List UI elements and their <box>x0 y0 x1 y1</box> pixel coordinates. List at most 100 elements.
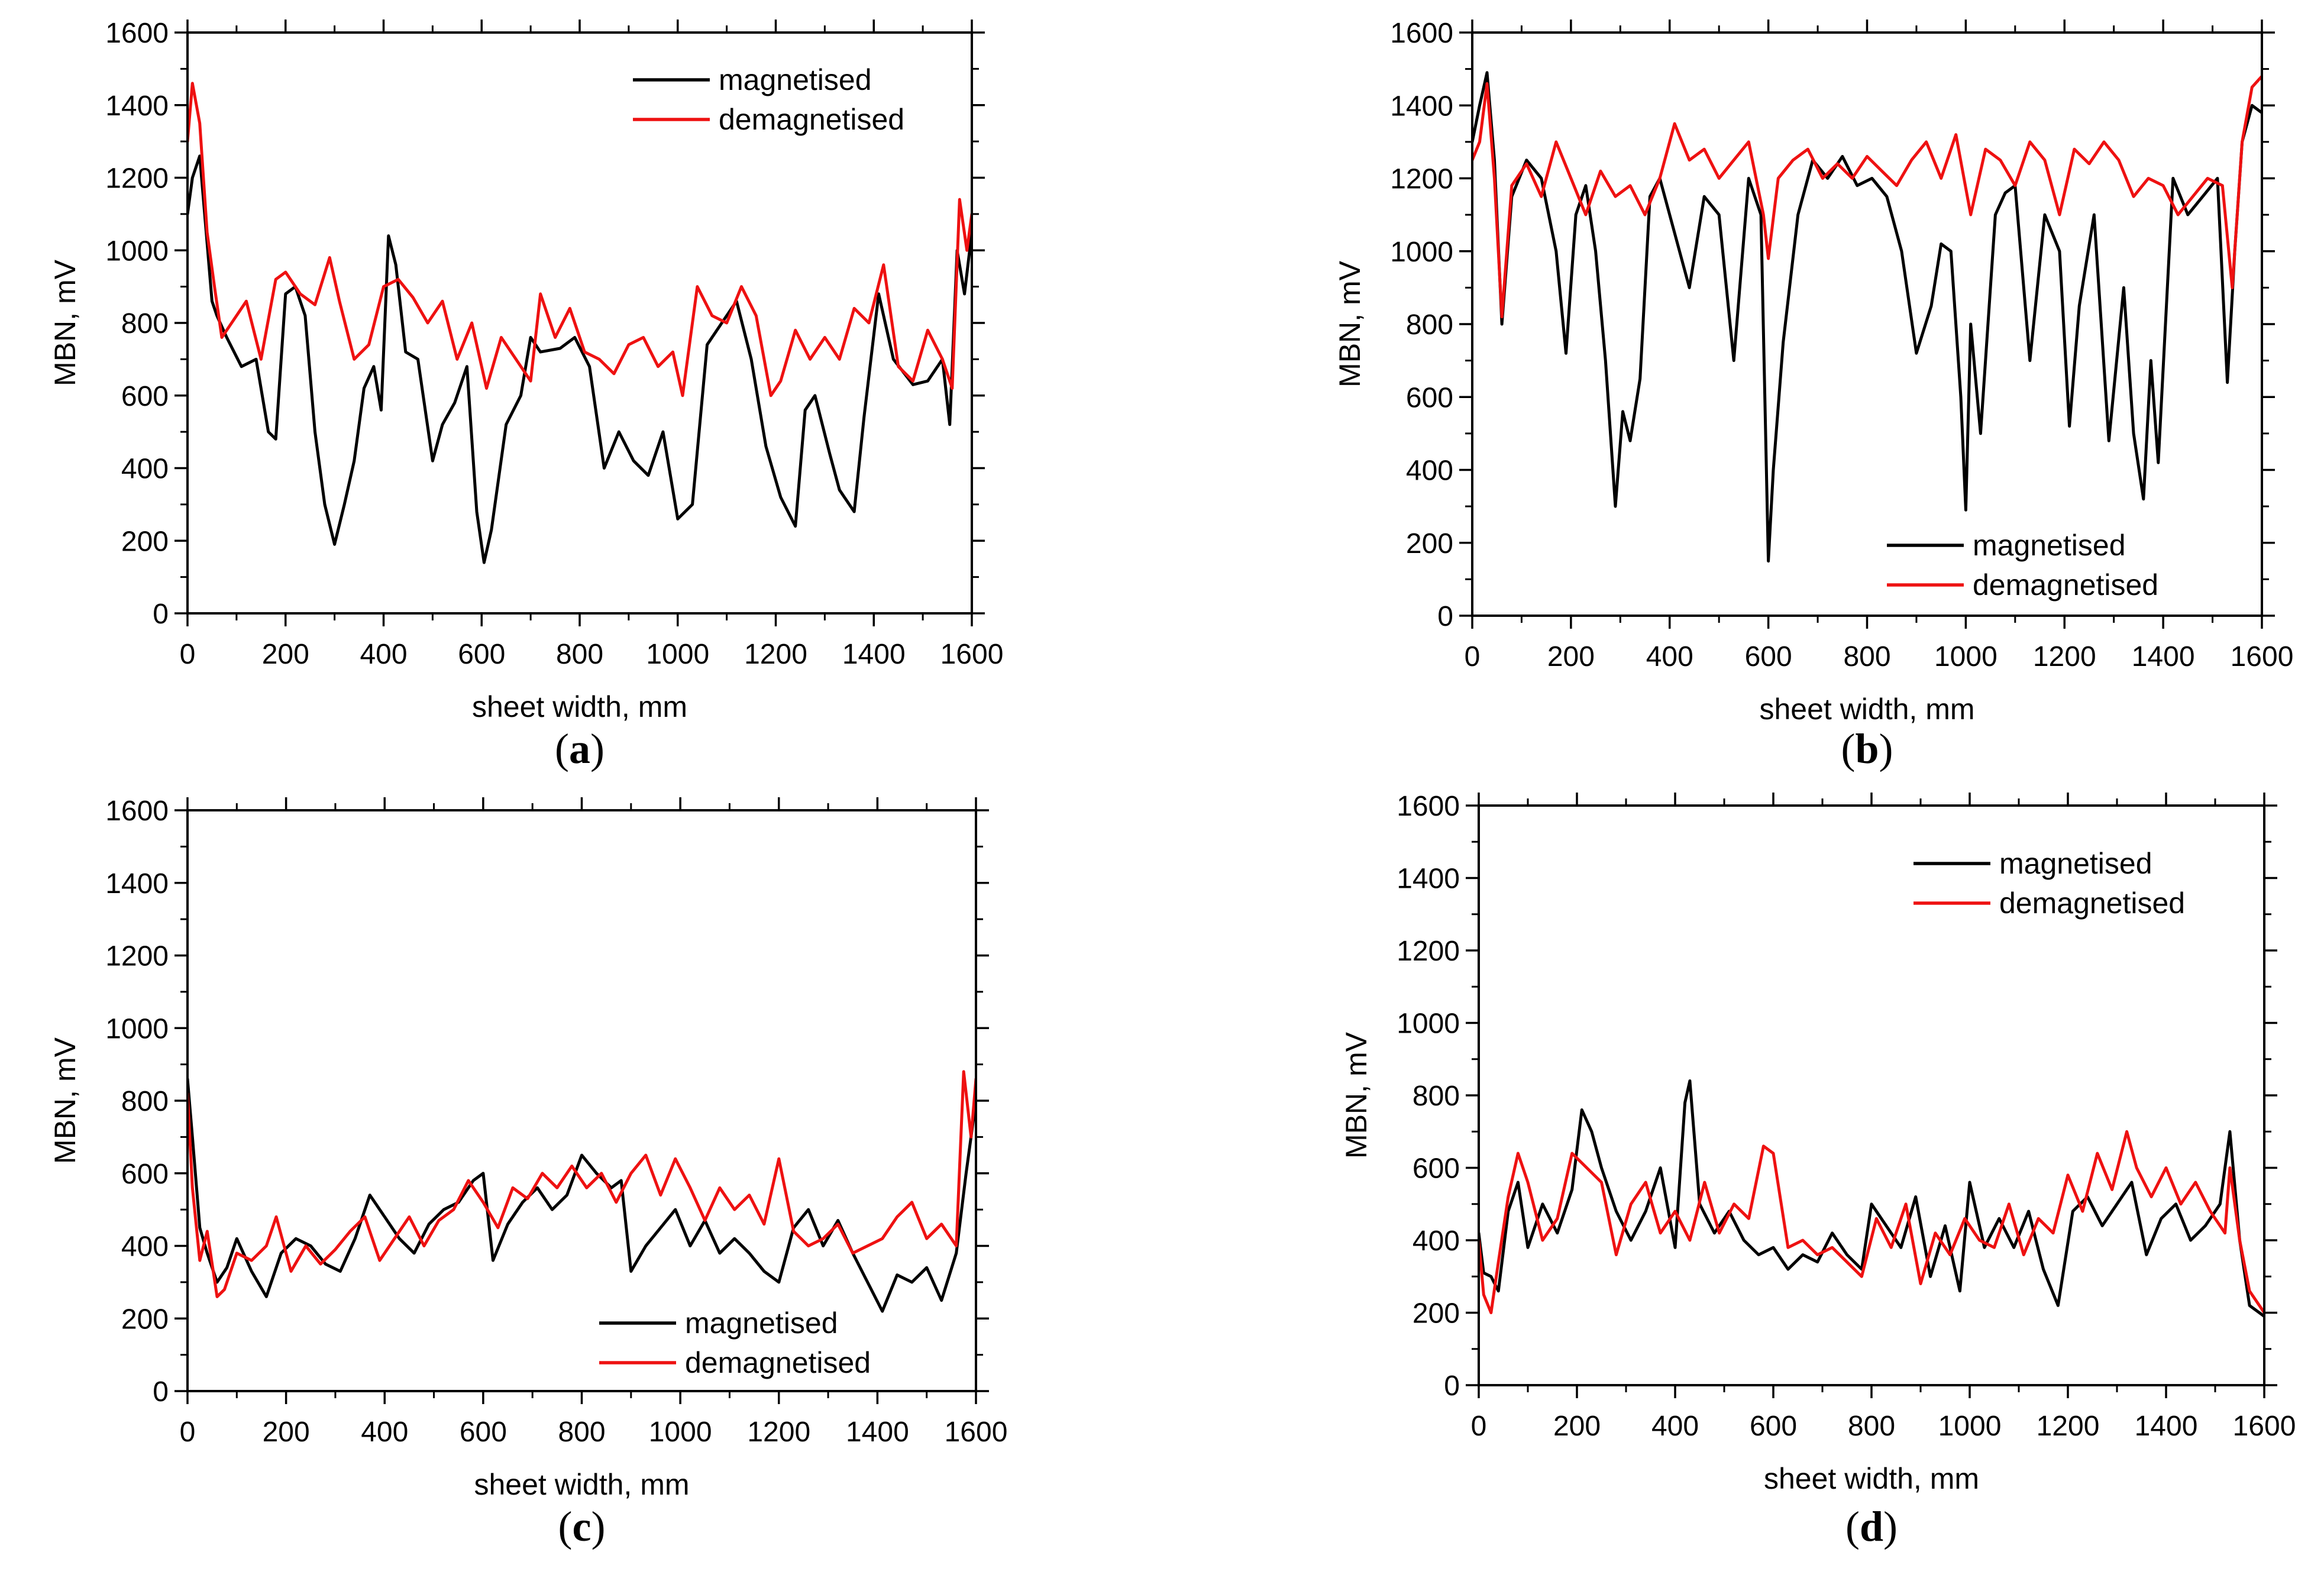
y-tick-label: 200 <box>1412 1298 1460 1330</box>
panel-label-letter: a <box>569 725 590 772</box>
x-tick-label: 1200 <box>744 639 807 670</box>
x-axis-label: sheet width, mm <box>474 1468 689 1501</box>
legend: magnetised demagnetised <box>633 63 904 136</box>
legend-label-magnetised: magnetised <box>685 1307 838 1340</box>
y-axis-label: MBN, mV <box>49 1037 82 1164</box>
legend: magnetised demagnetised <box>599 1307 871 1379</box>
y-tick-label: 1400 <box>105 868 169 900</box>
legend: magnetised demagnetised <box>1913 847 2185 920</box>
y-tick-label: 600 <box>1406 382 1453 413</box>
legend-label-magnetised: magnetised <box>1973 529 2126 562</box>
x-tick-label: 1600 <box>2233 1411 2296 1442</box>
legend-label-demagnetised: demagnetised <box>1999 887 2185 920</box>
x-tick-label: 600 <box>1745 641 1792 672</box>
x-tick-label: 1000 <box>1934 641 1997 672</box>
x-tick-label: 400 <box>360 639 407 670</box>
y-tick-label: 400 <box>121 1231 169 1263</box>
y-tick-label: 1600 <box>1390 18 1453 49</box>
panel-label-letter: b <box>1855 725 1879 772</box>
y-tick-label: 800 <box>1412 1081 1460 1112</box>
series-group <box>188 82 972 564</box>
panel-label: (a) <box>555 725 605 772</box>
x-tick-label: 1600 <box>945 1417 1008 1448</box>
x-tick-label: 1600 <box>940 639 1004 670</box>
legend: magnetised demagnetised <box>1887 529 2158 602</box>
x-tick-label: 1400 <box>2135 1411 2198 1442</box>
x-tick-label: 800 <box>1848 1411 1895 1442</box>
panel-label: (c) <box>558 1503 606 1550</box>
y-tick-label: 1200 <box>1397 936 1460 967</box>
x-tick-label: 400 <box>1651 1411 1699 1442</box>
y-tick-label: 200 <box>121 526 169 557</box>
x-tick-label: 0 <box>1471 1411 1487 1442</box>
y-tick-label: 800 <box>1406 309 1453 341</box>
y-tick-label: 600 <box>121 381 169 412</box>
chart-panel-a: 0 200 400 600 800 1000 1200 1400 1600 0 200 400 600 8… <box>49 18 1003 772</box>
y-tick-label: 1600 <box>1397 791 1460 822</box>
y-axis-label: MBN, mV <box>1340 1031 1373 1159</box>
y-tick-label: 1000 <box>1397 1008 1460 1040</box>
series-line-magnetised <box>1472 71 2262 563</box>
y-tick-label: 1200 <box>1390 164 1453 195</box>
y-tick-label: 400 <box>1412 1225 1460 1257</box>
series-line-magnetised <box>188 154 972 564</box>
legend-label-magnetised: magnetised <box>719 63 872 96</box>
plot-frame <box>186 809 977 1392</box>
legend-label-demagnetised: demagnetised <box>1973 568 2158 602</box>
x-tick-label: 1200 <box>747 1417 810 1448</box>
x-tick-label: 1000 <box>646 639 709 670</box>
x-tick-label: 0 <box>1465 641 1481 672</box>
x-tick-label: 600 <box>460 1417 507 1448</box>
x-tick-label: 200 <box>1547 641 1595 672</box>
x-tick-label: 800 <box>556 639 603 670</box>
x-tick-label: 1200 <box>2037 1411 2100 1442</box>
series-line-magnetised <box>188 1077 976 1313</box>
panel-label-letter: d <box>1860 1503 1883 1550</box>
series-line-demagnetised <box>1472 75 2262 319</box>
series-line-demagnetised <box>188 82 972 397</box>
y-tick-label: 600 <box>121 1159 169 1190</box>
y-tick-label: 1400 <box>1390 90 1453 122</box>
chart-panel-b: 0 200 400 600 800 1000 1200 1400 1600 0 200 400 600 8… <box>1333 18 2293 772</box>
y-tick-label: 0 <box>1437 601 1453 632</box>
panel-label-letter: c <box>573 1503 591 1550</box>
y-tick-label: 1000 <box>1390 237 1453 268</box>
x-tick-label: 600 <box>1750 1411 1797 1442</box>
x-tick-label: 400 <box>361 1417 408 1448</box>
x-tick-label: 200 <box>263 1417 310 1448</box>
x-tick-label: 1400 <box>2132 641 2195 672</box>
panel-label: (d) <box>1845 1503 1898 1550</box>
y-tick-label: 1000 <box>105 1013 169 1045</box>
x-tick-label: 1200 <box>2033 641 2096 672</box>
y-tick-label: 0 <box>153 1376 169 1408</box>
x-tick-label: 200 <box>262 639 309 670</box>
y-tick-label: 1600 <box>105 18 169 49</box>
x-tick-label: 600 <box>458 639 505 670</box>
y-tick-label: 1400 <box>1397 864 1460 895</box>
series-line-demagnetised <box>1479 1130 2264 1314</box>
y-tick-label: 800 <box>121 1086 169 1117</box>
x-tick-label: 400 <box>1646 641 1693 672</box>
y-tick-label: 200 <box>1406 528 1453 560</box>
y-tick-label: 600 <box>1412 1153 1460 1185</box>
y-tick-label: 0 <box>153 599 169 630</box>
y-tick-label: 800 <box>121 308 169 339</box>
x-axis-label: sheet width, mm <box>1759 693 1974 726</box>
plot-frame <box>1471 31 2263 617</box>
chart-panel-d: 0 200 400 600 800 1000 1200 1400 1600 0 200 400 600 8… <box>1340 791 2296 1550</box>
series-group <box>1479 1079 2264 1318</box>
x-tick-label: 200 <box>1553 1411 1601 1442</box>
x-tick-label: 800 <box>558 1417 605 1448</box>
y-tick-label: 1200 <box>105 941 169 972</box>
panel-label: (b) <box>1841 725 1893 772</box>
y-axis-label: MBN, mV <box>49 259 82 386</box>
x-tick-label: 0 <box>180 639 196 670</box>
x-tick-label: 1000 <box>1938 1411 2002 1442</box>
series-line-demagnetised <box>188 1070 976 1298</box>
y-tick-label: 1000 <box>105 235 169 267</box>
x-tick-label: 0 <box>180 1417 196 1448</box>
x-tick-label: 1600 <box>2231 641 2294 672</box>
x-axis-label: sheet width, mm <box>472 690 687 723</box>
y-tick-label: 1400 <box>105 90 169 122</box>
